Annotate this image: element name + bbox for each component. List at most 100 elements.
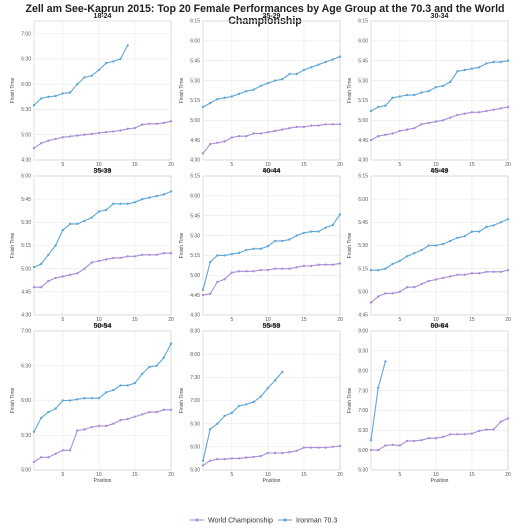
y-tick-label: 5:00 xyxy=(21,266,31,272)
panel-title: 25-29 xyxy=(263,13,281,20)
data-point xyxy=(133,255,137,258)
data-point xyxy=(201,459,205,462)
data-point xyxy=(201,293,205,297)
data-point xyxy=(209,292,212,295)
data-point xyxy=(245,90,248,93)
data-point xyxy=(155,364,158,367)
data-point xyxy=(485,62,488,65)
data-point xyxy=(68,222,72,226)
data-point xyxy=(83,133,86,136)
data-point xyxy=(492,428,495,431)
y-tick-label: 6:00 xyxy=(190,445,200,451)
y-tick-label: 8:00 xyxy=(190,352,200,358)
data-point xyxy=(169,120,173,123)
data-point xyxy=(331,445,334,448)
data-point xyxy=(237,404,241,408)
data-point xyxy=(456,433,459,436)
y-tick-label: 5:00 xyxy=(21,468,31,474)
panel-40-44: 4:30 4:45 5:00 5:15 5:30 5:45 6:00 6:15 5 10 15 20 4… xyxy=(179,168,343,329)
data-point xyxy=(273,267,277,270)
data-point xyxy=(405,439,409,443)
x-tick-label: 5 xyxy=(230,162,233,168)
data-point xyxy=(463,235,466,238)
data-point xyxy=(288,267,291,270)
plot-frame xyxy=(202,330,341,471)
data-point xyxy=(68,135,72,138)
y-tick-label: 5:45 xyxy=(358,58,368,64)
data-point xyxy=(32,460,36,464)
data-point xyxy=(230,411,233,415)
data-point xyxy=(61,449,64,452)
data-point xyxy=(317,63,320,66)
x-tick-label: 20 xyxy=(168,317,174,323)
data-point xyxy=(83,76,86,79)
y-tick-label: 5:15 xyxy=(190,253,200,259)
data-point xyxy=(97,424,101,428)
data-point xyxy=(420,248,423,252)
y-tick-label: 5:45 xyxy=(21,197,31,203)
data-point xyxy=(324,123,327,126)
x-tick-label: 5 xyxy=(398,162,401,168)
data-point xyxy=(331,58,334,61)
data-point xyxy=(420,91,423,94)
data-point xyxy=(209,101,212,105)
data-point xyxy=(237,135,241,138)
data-point xyxy=(310,264,313,268)
panel-title: 40-44 xyxy=(263,168,281,175)
series-line-world-championship xyxy=(202,445,341,466)
data-point xyxy=(449,275,452,278)
data-point xyxy=(470,67,474,70)
data-point xyxy=(369,269,373,272)
x-tick-label: 20 xyxy=(505,317,511,323)
data-point xyxy=(384,267,387,270)
data-point xyxy=(506,269,510,272)
y-tick-label: 6:30 xyxy=(21,363,31,369)
data-point xyxy=(463,273,466,276)
data-point xyxy=(54,407,57,410)
y-tick-label: 4:45 xyxy=(190,138,200,144)
data-point xyxy=(377,386,380,390)
data-point xyxy=(141,413,144,416)
y-tick-label: 5:30 xyxy=(358,243,368,249)
data-point xyxy=(162,252,165,255)
series-line-ironman-70-3 xyxy=(370,361,386,441)
plot-frame xyxy=(370,330,509,471)
panel-30-34: 4:30 4:45 5:00 5:15 5:30 5:45 6:00 6:15 5 10 15 20 3… xyxy=(347,13,511,174)
data-point xyxy=(449,80,452,84)
data-point xyxy=(112,130,115,133)
y-tick-label: 5:00 xyxy=(21,132,31,138)
x-axis-label: Position xyxy=(263,323,281,329)
data-point xyxy=(266,268,270,272)
data-point xyxy=(216,280,219,284)
y-axis-label: Finish Time xyxy=(347,388,353,414)
data-point xyxy=(237,457,241,460)
y-axis-label: Finish Time xyxy=(179,78,185,104)
y-tick-label: 5:15 xyxy=(358,266,368,272)
data-point xyxy=(76,222,79,226)
data-point xyxy=(492,224,495,227)
x-tick-label: 10 xyxy=(265,162,271,168)
plot-frame xyxy=(33,175,172,316)
data-point xyxy=(201,288,205,291)
data-point xyxy=(223,278,226,281)
x-axis-label: Position xyxy=(431,168,449,174)
series-line-world-championship xyxy=(370,269,509,304)
data-point xyxy=(427,244,430,247)
legend: World Championship Ironman 70.3 xyxy=(190,518,337,525)
data-point xyxy=(384,292,387,295)
data-point xyxy=(295,72,298,76)
data-point xyxy=(456,70,459,73)
data-point xyxy=(281,239,284,243)
y-tick-label: 8:30 xyxy=(358,349,368,355)
data-point xyxy=(141,198,144,201)
data-point xyxy=(252,455,255,459)
data-point xyxy=(155,122,158,126)
data-point xyxy=(47,95,50,99)
data-point xyxy=(369,439,373,442)
data-point xyxy=(391,443,394,446)
data-point xyxy=(499,107,502,110)
data-point xyxy=(377,295,380,298)
data-point xyxy=(259,247,262,250)
data-point xyxy=(230,271,233,274)
data-point xyxy=(68,91,72,94)
